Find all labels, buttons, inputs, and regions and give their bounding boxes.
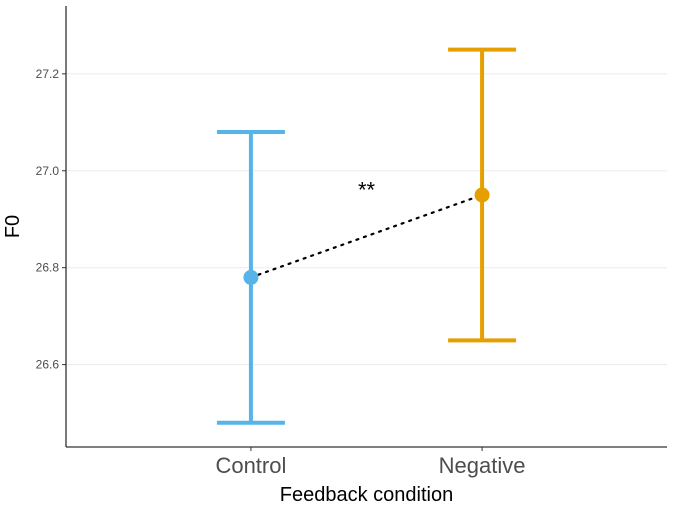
grid-layer <box>66 73 667 366</box>
x-tick-label-0: Control <box>215 453 286 478</box>
mean-point-control <box>243 269 259 285</box>
y-tick-label-3: 27.2 <box>36 67 60 81</box>
y-tick-label-2: 27.0 <box>36 164 60 178</box>
significance-annotation: ** <box>358 178 376 203</box>
axis-layer <box>62 6 667 451</box>
mean-point-negative <box>474 187 490 203</box>
text-layer: 26.6 26.8 27.0 27.2 Control Negative ** Feedbac… <box>2 67 525 506</box>
y-tick-label-1: 26.8 <box>36 261 60 275</box>
y-tick-label-0: 26.6 <box>36 358 60 372</box>
y-axis-title: F0 <box>2 215 24 238</box>
x-tick-label-1: Negative <box>439 453 526 478</box>
x-axis-title: Feedback condition <box>280 484 453 506</box>
mark-layer <box>216 47 517 425</box>
dotted-connector-line <box>249 193 484 279</box>
